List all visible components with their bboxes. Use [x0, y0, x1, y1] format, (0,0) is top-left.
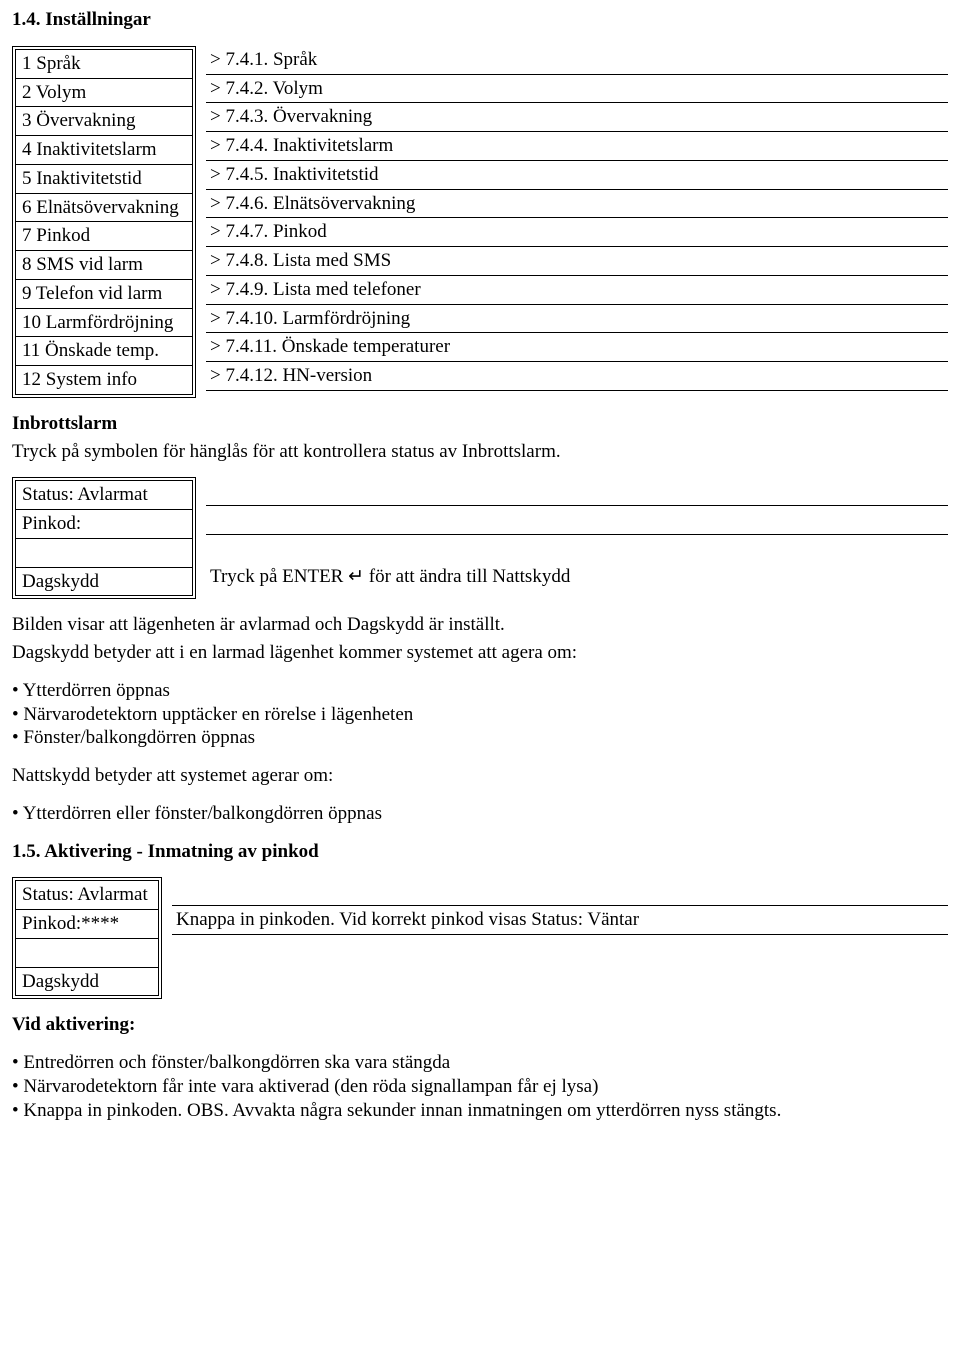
alarm-right-cell	[206, 506, 948, 535]
settings-right-cell: > 7.4.1. Språk	[206, 46, 948, 74]
settings-right-cell: > 7.4.6. Elnätsövervakning	[206, 189, 948, 218]
alarm-left-cell: Dagskydd	[16, 968, 158, 996]
alarm1-row: Status: Avlarmat Pinkod: Dagskydd Tryck …	[12, 477, 948, 599]
bullets-aktivering: Entredörren och fönster/balkongdörren sk…	[12, 1051, 948, 1122]
heading-1-5: 1.5. Aktivering - Inmatning av pinkod	[12, 840, 948, 864]
settings-left-cell: 3 Övervakning	[16, 107, 192, 136]
alarm-right-cell	[172, 934, 948, 962]
alarm-left-cell: Status: Avlarmat	[16, 881, 158, 910]
settings-left-table: 1 Språk 2 Volym 3 Övervakning 4 Inaktivi…	[12, 46, 196, 398]
alarm2-right-table: Knappa in pinkoden. Vid korrekt pinkod v…	[172, 877, 948, 990]
bullet-item: Närvarodetektorn får inte vara aktiverad…	[12, 1075, 948, 1099]
settings-right-table: > 7.4.1. Språk > 7.4.2. Volym > 7.4.3. Ö…	[206, 46, 948, 391]
settings-left-cell: 4 Inaktivitetslarm	[16, 136, 192, 165]
settings-right-cell: > 7.4.10. Larmfördröjning	[206, 304, 948, 333]
settings-left-cell: 9 Telefon vid larm	[16, 280, 192, 309]
bullets-dag: Ytterdörren öppnas Närvarodetektorn uppt…	[12, 679, 948, 750]
inbrotts-heading: Inbrottslarm	[12, 413, 117, 434]
settings-right-cell: > 7.4.4. Inaktivitetslarm	[206, 132, 948, 161]
settings-left-cell: 2 Volym	[16, 79, 192, 108]
para-bilden: Bilden visar att lägenheten är avlarmad …	[12, 613, 948, 637]
bullet-item: Fönster/balkongdörren öppnas	[12, 726, 948, 750]
alarm-left-cell: Dagskydd	[16, 568, 192, 596]
inbrotts-block: Inbrottslarm Tryck på symbolen för hängl…	[12, 412, 948, 464]
alarm-right-cell	[206, 534, 948, 562]
settings-right-cell: > 7.4.3. Övervakning	[206, 103, 948, 132]
settings-right-cell: > 7.4.9. Lista med telefoner	[206, 275, 948, 304]
inbrotts-text: Tryck på symbolen för hänglås för att ko…	[12, 440, 948, 464]
alarm-right-cell: Tryck på ENTER ↵ för att ändra till Natt…	[206, 563, 948, 591]
bullets-natt: Ytterdörren eller fönster/balkongdörren …	[12, 802, 948, 826]
vid-aktivering-heading: Vid aktivering:	[12, 1014, 135, 1035]
alarm2-left-table: Status: Avlarmat Pinkod:**** Dagskydd	[12, 877, 162, 999]
alarm-left-cell: Pinkod:	[16, 510, 192, 539]
settings-right-cell: > 7.4.2. Volym	[206, 74, 948, 103]
settings-left-cell: 10 Larmfördröjning	[16, 309, 192, 338]
settings-right-cell: > 7.4.7. Pinkod	[206, 218, 948, 247]
settings-left-cell: 8 SMS vid larm	[16, 251, 192, 280]
settings-left-cell: 5 Inaktivitetstid	[16, 165, 192, 194]
settings-left-cell: 1 Språk	[16, 50, 192, 79]
settings-left-cell: 7 Pinkod	[16, 222, 192, 251]
nattskydd-block: Nattskydd betyder att systemet agerar om…	[12, 764, 948, 788]
para-nattskydd: Nattskydd betyder att systemet agerar om…	[12, 764, 948, 788]
alarm-right-cell	[172, 963, 948, 991]
bilden-block: Bilden visar att lägenheten är avlarmad …	[12, 613, 948, 665]
vid-aktivering-block: Vid aktivering:	[12, 1013, 948, 1037]
alarm-right-cell	[206, 477, 948, 505]
settings-right-cell: > 7.4.5. Inaktivitetstid	[206, 160, 948, 189]
settings-left-cell: 11 Önskade temp.	[16, 337, 192, 366]
para-dagskydd: Dagskydd betyder att i en larmad lägenhe…	[12, 641, 948, 665]
settings-right-cell: > 7.4.8. Lista med SMS	[206, 247, 948, 276]
alarm-right-cell: Knappa in pinkoden. Vid korrekt pinkod v…	[172, 906, 948, 935]
alarm-right-cell	[172, 877, 948, 905]
bullet-item: Knappa in pinkoden. OBS. Avvakta några s…	[12, 1099, 948, 1123]
heading-1-4: 1.4. Inställningar	[12, 8, 948, 32]
bullet-item: Närvarodetektorn upptäcker en rörelse i …	[12, 703, 948, 727]
alarm-left-cell	[16, 539, 192, 568]
alarm-left-cell	[16, 939, 158, 968]
bullet-item: Ytterdörren eller fönster/balkongdörren …	[12, 802, 948, 826]
settings-left-cell: 6 Elnätsövervakning	[16, 194, 192, 223]
alarm1-left-table: Status: Avlarmat Pinkod: Dagskydd	[12, 477, 196, 599]
settings-right-cell: > 7.4.11. Önskade temperaturer	[206, 333, 948, 362]
alarm2-row: Status: Avlarmat Pinkod:**** Dagskydd Kn…	[12, 877, 948, 999]
bullet-item: Ytterdörren öppnas	[12, 679, 948, 703]
settings-right-cell: > 7.4.12. HN-version	[206, 362, 948, 391]
alarm-left-cell: Status: Avlarmat	[16, 481, 192, 510]
alarm-left-cell: Pinkod:****	[16, 910, 158, 939]
alarm1-right-table: Tryck på ENTER ↵ för att ändra till Natt…	[206, 477, 948, 590]
settings-left-cell: 12 System info	[16, 366, 192, 394]
settings-row: 1 Språk 2 Volym 3 Övervakning 4 Inaktivi…	[12, 46, 948, 398]
bullet-item: Entredörren och fönster/balkongdörren sk…	[12, 1051, 948, 1075]
